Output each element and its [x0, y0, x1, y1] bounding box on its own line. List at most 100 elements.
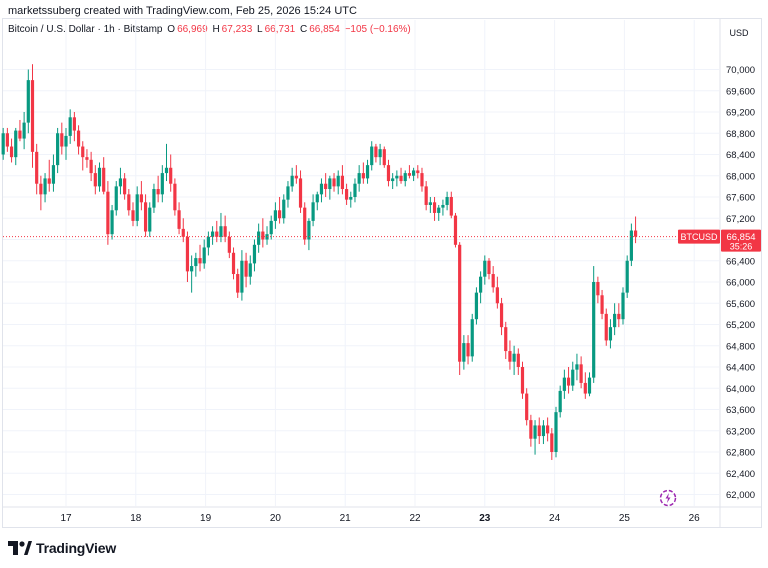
y-tick-label: 64,000	[726, 384, 755, 395]
candle-down	[106, 191, 110, 235]
candle-up	[474, 292, 479, 320]
candle-down	[416, 170, 420, 174]
x-tick-label: 17	[60, 513, 72, 524]
candle-up	[587, 377, 592, 394]
x-tick-label: 26	[689, 513, 701, 524]
candle-down	[617, 313, 621, 320]
candle-up	[273, 210, 277, 221]
candle-down	[407, 173, 412, 176]
x-tick-label: 25	[619, 513, 631, 524]
candle-down	[35, 151, 39, 184]
candle-down	[604, 313, 608, 341]
candle-down	[39, 183, 43, 195]
candle-down	[449, 197, 453, 216]
candle-down	[89, 159, 93, 174]
candle-up	[315, 194, 319, 203]
candle-up	[282, 199, 286, 219]
candle-up	[114, 186, 118, 211]
candle-down	[344, 189, 349, 200]
candle-down	[143, 202, 148, 232]
open-value: 66,969	[177, 24, 208, 35]
candle-up	[462, 343, 466, 362]
candle-up	[558, 390, 562, 413]
candle-up	[210, 231, 215, 237]
candle-down	[525, 393, 529, 421]
price-tag	[721, 229, 761, 252]
candle-down	[294, 175, 298, 179]
x-tick-label: 21	[340, 513, 352, 524]
candle-up	[190, 266, 194, 272]
candle-down	[169, 167, 173, 184]
candle-down	[458, 244, 462, 362]
candle-down	[596, 282, 600, 296]
y-tick-label: 67,600	[726, 193, 755, 204]
bar-replay-icon[interactable]	[659, 489, 677, 507]
candle-down	[277, 210, 282, 219]
candle-down	[18, 130, 22, 139]
candle-down	[139, 194, 143, 203]
candle-down	[332, 178, 336, 187]
candle-down	[93, 173, 97, 187]
candle-up	[357, 173, 361, 184]
candle-down	[579, 364, 583, 383]
candle-up	[252, 244, 257, 264]
candle-up	[571, 369, 575, 386]
candle-up	[164, 167, 169, 174]
candle-down	[374, 146, 378, 158]
y-tick-label: 63,200	[726, 426, 755, 437]
candle-up	[219, 226, 223, 237]
candle-up	[118, 178, 123, 187]
candle-down	[600, 295, 604, 314]
candle-up	[592, 282, 596, 378]
candle-down	[324, 183, 328, 190]
candle-up	[621, 292, 625, 320]
candle-down	[303, 207, 307, 240]
candle-up	[353, 183, 357, 197]
candle-down	[131, 210, 135, 221]
candle-down	[72, 117, 76, 131]
candle-down	[185, 236, 190, 272]
candle-down	[566, 377, 571, 386]
candle-down	[173, 183, 177, 211]
high-value: 67,233	[221, 24, 253, 35]
candle-down	[156, 189, 160, 195]
candle-down	[432, 202, 437, 213]
candle-down	[102, 167, 106, 192]
candle-up	[240, 260, 244, 293]
brand-name: TradingView	[36, 540, 117, 556]
candle-up	[269, 220, 273, 235]
candle-down	[382, 149, 386, 166]
candle-up	[625, 260, 629, 293]
candle-up	[286, 186, 290, 200]
candle-down	[60, 133, 64, 147]
candle-up	[336, 175, 340, 187]
candle-down	[244, 260, 248, 277]
candle-down	[9, 146, 14, 158]
y-tick-label: 68,400	[726, 150, 755, 161]
candle-up	[428, 202, 432, 205]
candle-up	[51, 165, 56, 184]
candle-down	[81, 146, 85, 158]
candle-down	[633, 230, 638, 237]
candle-down	[550, 433, 554, 452]
candle-up	[206, 236, 210, 248]
candles-group	[1, 64, 638, 460]
close-label: C	[299, 24, 308, 35]
candle-down	[508, 351, 512, 362]
ticker-tag	[678, 229, 720, 244]
candle-down	[231, 252, 236, 275]
candle-up	[22, 122, 26, 139]
candle-down	[30, 80, 35, 152]
candle-up	[110, 210, 114, 235]
candle-down	[499, 303, 504, 328]
candle-up	[257, 231, 261, 245]
y-tick-label: 68,800	[726, 129, 755, 140]
candle-down	[123, 178, 127, 195]
tradingview-logo[interactable]: TradingView	[8, 540, 116, 556]
candle-up	[14, 130, 18, 158]
y-tick-label: 66,400	[726, 256, 755, 267]
candle-up	[479, 276, 483, 293]
currency-button[interactable]: USD	[729, 28, 749, 38]
